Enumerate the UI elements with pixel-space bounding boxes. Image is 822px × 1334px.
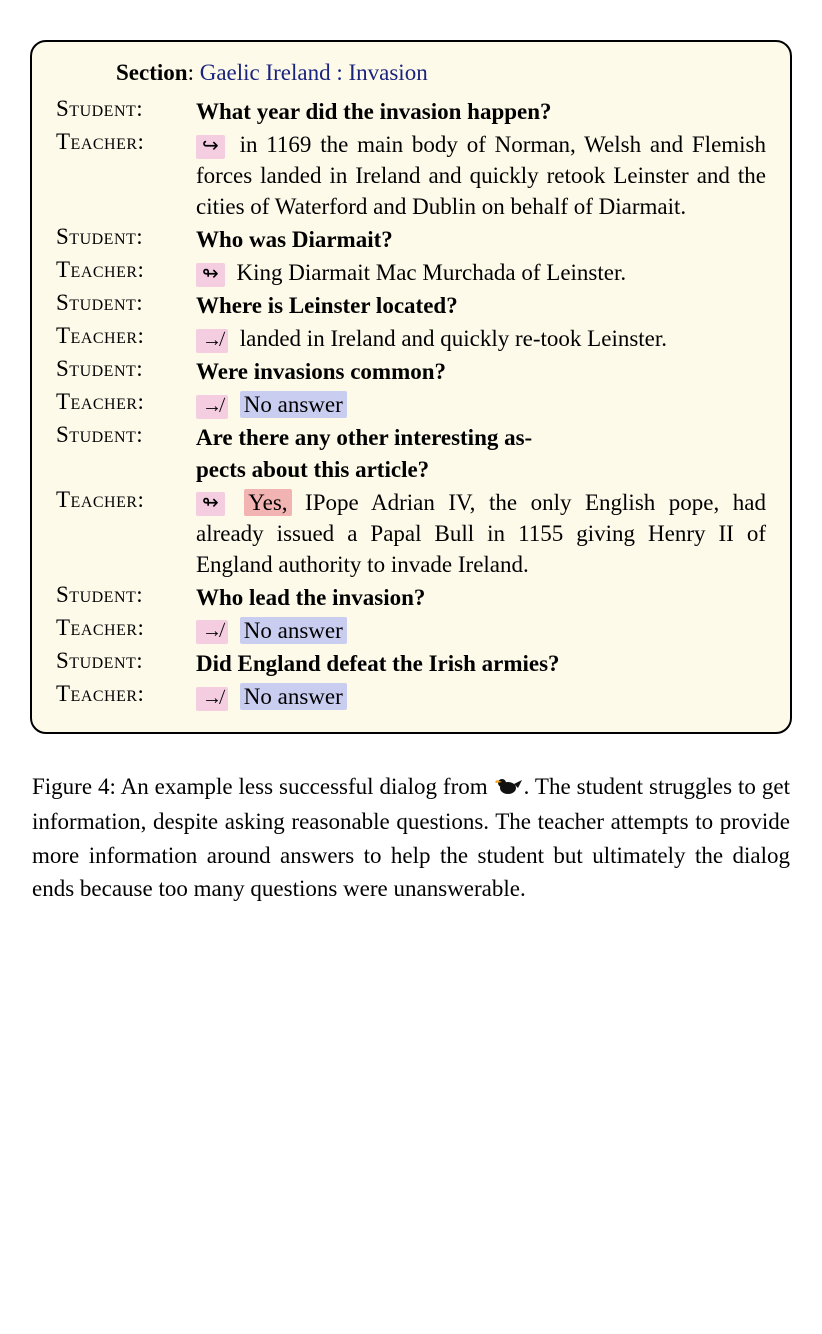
answer: ↛ No answer	[196, 615, 766, 646]
answer: ↪ in 1169 the main body of Norman, Welsh…	[196, 129, 766, 222]
question: Are there any other interesting as- pect…	[196, 422, 766, 484]
question: Were invasions common?	[196, 356, 766, 387]
figure-caption: Figure 4: An example less successful dia…	[30, 770, 792, 905]
turn-teacher: Teacher: ↛ No answer	[56, 615, 766, 646]
turn-student: Student: What year did the invasion happ…	[56, 96, 766, 127]
speaker-teacher: Teacher:	[56, 487, 196, 513]
question-line1: Are there any other interesting as-	[196, 425, 532, 450]
question: Who lead the invasion?	[196, 582, 766, 613]
caption-pre: Figure 4: An example less successful dia…	[32, 774, 494, 799]
question: What year did the invasion happen?	[196, 96, 766, 127]
answer-text: landed in Ireland and quickly re-took Le…	[240, 326, 667, 351]
turn-teacher: Teacher: ↬ King Diarmait Mac Murchada of…	[56, 257, 766, 288]
dialog-box: Section: Gaelic Ireland : Invasion Stude…	[30, 40, 792, 734]
arrow-loop-icon: ↬	[196, 263, 225, 287]
speaker-teacher: Teacher:	[56, 389, 196, 415]
turn-student: Student: Were invasions common?	[56, 356, 766, 387]
section-header: Section: Gaelic Ireland : Invasion	[116, 60, 766, 86]
arrow-neg-icon: ↛	[196, 329, 228, 353]
arrow-neg-icon: ↛	[196, 687, 228, 711]
turn-teacher: Teacher: ↬ Yes, IPope Adrian IV, the onl…	[56, 487, 766, 580]
turn-student: Student: Are there any other interesting…	[56, 422, 766, 484]
speaker-student: Student:	[56, 356, 196, 382]
yes-pill: Yes,	[244, 489, 291, 516]
speaker-student: Student:	[56, 648, 196, 674]
answer: ↛ landed in Ireland and quickly re-took …	[196, 323, 766, 354]
answer: ↛ No answer	[196, 389, 766, 420]
answer: ↬ King Diarmait Mac Murchada of Leinster…	[196, 257, 766, 288]
turn-student: Student: Who lead the invasion?	[56, 582, 766, 613]
no-answer-pill: No answer	[240, 617, 347, 644]
no-answer-pill: No answer	[240, 391, 347, 418]
turn-teacher: Teacher: ↛ landed in Ireland and quickly…	[56, 323, 766, 354]
section-link: Gaelic Ireland : Invasion	[200, 60, 428, 85]
section-label: Section	[116, 60, 188, 85]
question: Who was Diarmait?	[196, 224, 766, 255]
speaker-teacher: Teacher:	[56, 257, 196, 283]
speaker-student: Student:	[56, 96, 196, 122]
turn-teacher: Teacher: ↪ in 1169 the main body of Norm…	[56, 129, 766, 222]
duck-icon	[494, 772, 524, 805]
speaker-teacher: Teacher:	[56, 615, 196, 641]
speaker-student: Student:	[56, 422, 196, 448]
turn-student: Student: Did England defeat the Irish ar…	[56, 648, 766, 679]
turn-student: Student: Who was Diarmait?	[56, 224, 766, 255]
speaker-teacher: Teacher:	[56, 681, 196, 707]
colon: :	[188, 60, 200, 85]
speaker-student: Student:	[56, 582, 196, 608]
question: Did England defeat the Irish armies?	[196, 648, 766, 679]
arrow-neg-icon: ↛	[196, 395, 228, 419]
answer: ↛ No answer	[196, 681, 766, 712]
answer-text: King Diarmait Mac Murchada of Leinster.	[237, 260, 627, 285]
speaker-student: Student:	[56, 290, 196, 316]
arrow-neg-icon: ↛	[196, 620, 228, 644]
question-line2: pects about this article?	[196, 457, 429, 482]
answer-text: in 1169 the main body of Norman, Welsh a…	[196, 132, 766, 219]
no-answer-pill: No answer	[240, 683, 347, 710]
answer: ↬ Yes, IPope Adrian IV, the only English…	[196, 487, 766, 580]
arrow-loop-icon: ↬	[196, 492, 225, 516]
speaker-teacher: Teacher:	[56, 323, 196, 349]
turn-teacher: Teacher: ↛ No answer	[56, 389, 766, 420]
turn-teacher: Teacher: ↛ No answer	[56, 681, 766, 712]
arrow-hook-icon: ↪	[196, 135, 225, 159]
question: Where is Leinster located?	[196, 290, 766, 321]
speaker-teacher: Teacher:	[56, 129, 196, 155]
speaker-student: Student:	[56, 224, 196, 250]
turn-student: Student: Where is Leinster located?	[56, 290, 766, 321]
